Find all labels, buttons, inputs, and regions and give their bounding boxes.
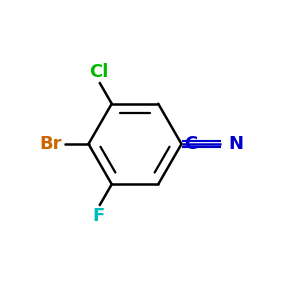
Text: F: F xyxy=(92,207,105,225)
Text: N: N xyxy=(228,135,243,153)
Text: Cl: Cl xyxy=(89,63,108,81)
Text: Br: Br xyxy=(40,135,62,153)
Text: C: C xyxy=(184,135,198,153)
